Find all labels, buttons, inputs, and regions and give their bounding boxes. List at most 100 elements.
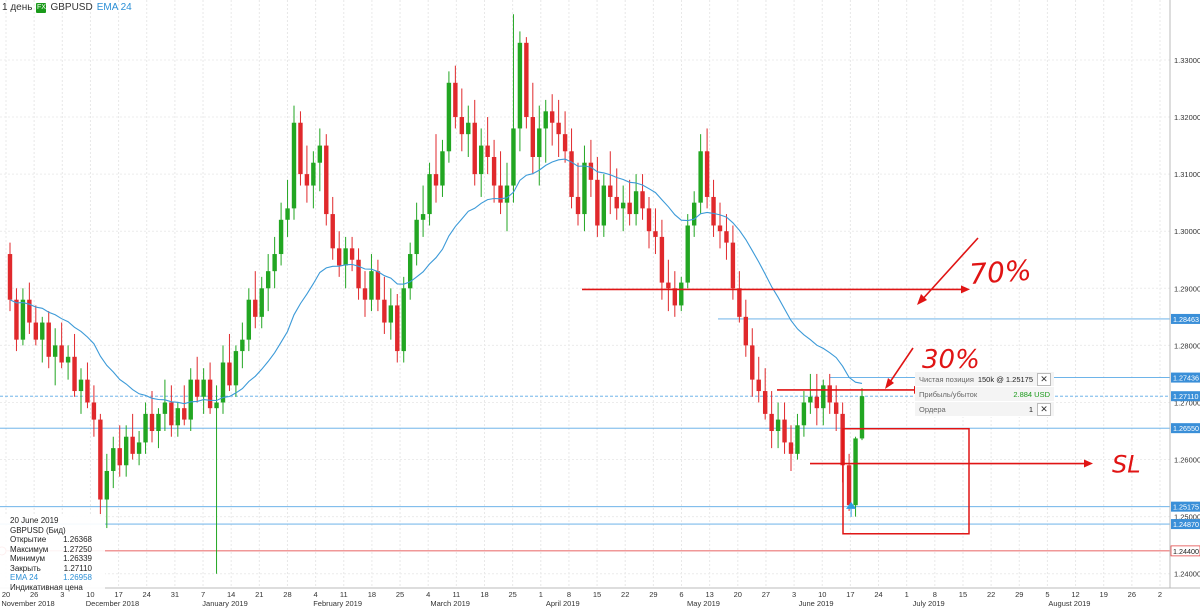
info-value: 1.27110 [63, 563, 92, 573]
candle-bull [420, 214, 426, 220]
candle-bull [214, 402, 219, 409]
arrow-head-icon [885, 378, 894, 389]
candle-bull [414, 219, 419, 255]
timeframe-label[interactable]: 1 день [2, 2, 33, 13]
price-tag-label: 1.28463 [1173, 315, 1199, 324]
net-position-row[interactable]: Чистая позиция 150k @ 1.25175 ✕ [915, 372, 1054, 387]
candle-bear [130, 436, 135, 454]
x-tick-label: 6 [679, 590, 683, 599]
candle-bear [98, 419, 103, 500]
candle-bull [440, 151, 445, 186]
candle-bear [569, 151, 574, 197]
x-tick-label: 11 [452, 590, 460, 599]
x-tick-label: 29 [649, 590, 657, 599]
arrow-head-icon [917, 294, 927, 305]
candle-bull [233, 351, 239, 386]
candle-bull [801, 402, 807, 426]
candle-bear [730, 242, 736, 289]
candle-bear [588, 162, 594, 180]
candle-bull [698, 151, 703, 203]
candle-bull [220, 362, 226, 403]
x-tick-label: 17 [846, 590, 854, 599]
fx-badge-icon: FX [36, 2, 47, 13]
x-tick-label: 15 [593, 590, 601, 599]
candle-bear [33, 322, 39, 340]
candle-bull [343, 248, 348, 266]
x-tick-label: 1 [539, 590, 543, 599]
x-tick-label: 19 [1100, 590, 1108, 599]
x-month-label: November 2018 [1, 599, 54, 608]
candle-bull [272, 254, 277, 272]
price-tag-label: 1.27436 [1173, 374, 1199, 383]
info-label: EMA 24 [10, 573, 39, 582]
x-tick-label: 4 [314, 590, 318, 599]
x-tick-label: 1 [905, 590, 909, 599]
ema-line [9, 158, 863, 405]
candle-bear [14, 299, 19, 340]
candle-bull [537, 128, 542, 157]
candle-bull [504, 185, 510, 203]
price-tag-label: 1.25175 [1173, 503, 1199, 512]
candle-bear [814, 396, 820, 409]
close-orders-icon[interactable]: ✕ [1037, 402, 1051, 416]
x-tick-label: 8 [933, 590, 937, 599]
y-axis: 1.33000 1.32000 1.31000 1.30000 1.29000 1.280… [1169, 0, 1200, 588]
candle-bull [601, 185, 607, 226]
candle-bull [162, 402, 168, 414]
candle-bear [666, 282, 671, 289]
x-tick-label: 11 [340, 590, 348, 599]
candle-bull [111, 448, 116, 471]
candle-bull [278, 219, 284, 255]
x-tick-label: 29 [1015, 590, 1023, 599]
candle-bull [388, 305, 394, 323]
candle-bear [169, 402, 174, 426]
candle-bear [575, 196, 581, 215]
candle-bear [782, 419, 787, 443]
y-tick-label: 1.26000 [1174, 456, 1200, 465]
candle-bear [117, 448, 122, 466]
x-tick-label: 27 [762, 590, 770, 599]
candle-bear [472, 122, 477, 175]
candle-bull [285, 208, 290, 220]
candle-bear [324, 145, 329, 215]
chart-grid [0, 0, 1170, 588]
candle-bull [188, 379, 193, 420]
candle-bear [149, 413, 155, 432]
candle-bear [85, 379, 90, 403]
candle-bear [562, 134, 568, 152]
symbol-label[interactable]: GBPUSD [50, 2, 93, 13]
price-tag-box [1171, 501, 1200, 512]
candle-bull [620, 202, 626, 209]
candle-bull [478, 145, 484, 175]
x-tick-label: 20 [2, 590, 10, 599]
indicator-label[interactable]: EMA 24 [96, 2, 132, 13]
candle-bear [827, 385, 832, 403]
position-panel: Чистая позиция 150k @ 1.25175 ✕ Прибыль/… [915, 372, 1054, 417]
x-tick-label: 12 [1071, 590, 1079, 599]
tp1-pointer [887, 347, 914, 386]
candle-bear [704, 151, 710, 197]
x-month-label: January 2019 [202, 599, 247, 608]
x-tick-label: 10 [86, 590, 94, 599]
candle-bear [788, 442, 794, 454]
orders-row[interactable]: Ордера 1 ✕ [915, 402, 1054, 417]
candle-bull [821, 385, 826, 409]
info-row-high: Максимум 1.27250 [10, 545, 92, 555]
x-tick-label: 3 [60, 590, 64, 599]
annotations: 70% 30% SL [582, 237, 1141, 535]
candle-bull [775, 419, 781, 432]
info-row-low: Минимум 1.26339 [10, 554, 92, 564]
candle-bear [556, 122, 561, 135]
x-tick-label: 15 [959, 590, 967, 599]
candle-bear [453, 82, 458, 118]
candle-bear [485, 145, 490, 157]
x-tick-label: 5 [1045, 590, 1049, 599]
candle-bear [595, 179, 600, 226]
candle-bull [679, 282, 684, 306]
x-tick-label: 24 [874, 590, 882, 599]
x-month-label: March 2019 [430, 599, 470, 608]
candle-bear [530, 117, 536, 157]
x-tick-label: 4 [426, 590, 430, 599]
close-position-icon[interactable]: ✕ [1037, 372, 1051, 386]
